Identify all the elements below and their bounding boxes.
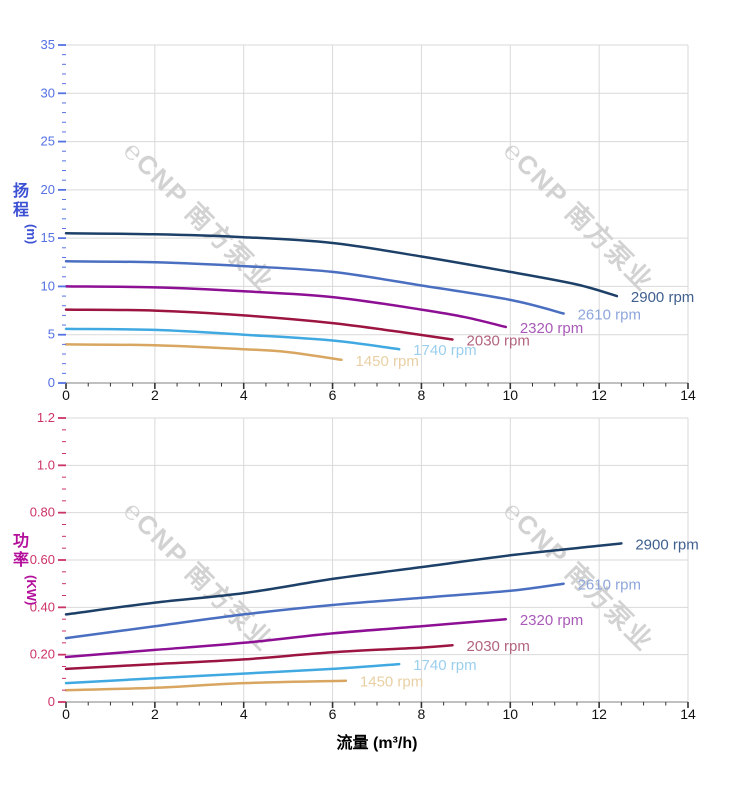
x-tick-label: 2 bbox=[151, 387, 159, 403]
y-tick-label: 0.40 bbox=[30, 599, 55, 614]
x-tick-label: 8 bbox=[418, 387, 426, 403]
y-tick-label: 10 bbox=[41, 278, 55, 293]
x-tick-label: 6 bbox=[329, 706, 337, 722]
y-tick-label: 35 bbox=[41, 37, 55, 52]
curve-1450-rpm-head-chart bbox=[64, 343, 343, 362]
y-axis-title-power-chart: 功 bbox=[13, 532, 29, 550]
curve-label-1740-rpm-head-chart: 1740 rpm bbox=[413, 342, 476, 359]
x-tick-label: 0 bbox=[62, 706, 70, 722]
x-tick-label: 14 bbox=[680, 706, 696, 722]
y-axis-unit-power-chart: (KW) bbox=[24, 575, 39, 605]
x-tick-label: 10 bbox=[502, 706, 518, 722]
y-axis-title-head-chart: 扬 bbox=[13, 181, 29, 200]
x-tick-label: 10 bbox=[502, 387, 518, 403]
curve-label-2900-rpm-head-chart: 2900 rpm bbox=[631, 289, 694, 306]
x-axis-title: 流量 (m³/h) bbox=[337, 733, 418, 752]
y-tick-label: 0 bbox=[48, 694, 55, 709]
curve-label-2900-rpm-power-chart: 2900 rpm bbox=[635, 536, 698, 553]
curve-label-2610-rpm-head-chart: 2610 rpm bbox=[578, 306, 641, 323]
y-tick-label: 0.60 bbox=[30, 552, 55, 567]
y-axis-title-head-chart: 程 bbox=[13, 201, 29, 219]
x-tick-label: 0 bbox=[62, 387, 70, 403]
y-axis-title-power-chart: 率 bbox=[13, 550, 29, 569]
curve-label-1450-rpm-power-chart: 1450 rpm bbox=[360, 674, 423, 691]
curve-2030-rpm-head-chart bbox=[64, 308, 454, 341]
curve-label-1450-rpm-head-chart: 1450 rpm bbox=[355, 353, 418, 370]
curve-2900-rpm-head-chart bbox=[64, 232, 619, 298]
y-tick-label: 0.80 bbox=[30, 505, 55, 520]
x-tick-label: 8 bbox=[418, 706, 426, 722]
curve-2320-rpm-power-chart bbox=[64, 617, 508, 659]
curve-1740-rpm-head-chart bbox=[64, 327, 401, 351]
y-tick-label: 5 bbox=[48, 327, 55, 342]
x-tick-label: 14 bbox=[680, 387, 696, 403]
curve-label-2320-rpm-power-chart: 2320 rpm bbox=[520, 612, 583, 629]
curve-2610-rpm-head-chart bbox=[64, 260, 565, 315]
y-tick-label: 0 bbox=[48, 375, 55, 390]
y-tick-label: 15 bbox=[41, 230, 55, 245]
x-tick-label: 12 bbox=[591, 387, 607, 403]
y-axis-unit-head-chart: (m) bbox=[24, 224, 39, 244]
y-tick-label: 0.20 bbox=[30, 647, 55, 662]
x-tick-label: 4 bbox=[240, 706, 248, 722]
x-tick-label: 4 bbox=[240, 387, 248, 403]
curve-1450-rpm-power-chart bbox=[64, 679, 348, 692]
y-tick-label: 20 bbox=[41, 182, 55, 197]
curve-label-1740-rpm-power-chart: 1740 rpm bbox=[413, 657, 476, 674]
curve-2320-rpm-head-chart bbox=[64, 285, 508, 329]
curve-label-2610-rpm-power-chart: 2610 rpm bbox=[578, 577, 641, 594]
y-tick-label: 1.2 bbox=[37, 410, 55, 425]
y-tick-label: 30 bbox=[41, 85, 55, 100]
curve-label-2030-rpm-head-chart: 2030 rpm bbox=[467, 333, 530, 350]
x-tick-label: 6 bbox=[329, 387, 337, 403]
x-tick-label: 2 bbox=[151, 706, 159, 722]
curve-1740-rpm-power-chart bbox=[64, 662, 401, 685]
x-tick-label: 12 bbox=[591, 706, 607, 722]
y-tick-label: 25 bbox=[41, 134, 55, 149]
curve-2900-rpm-power-chart bbox=[64, 542, 623, 616]
y-tick-label: 1.0 bbox=[37, 457, 55, 472]
curve-label-2320-rpm-head-chart: 2320 rpm bbox=[520, 320, 583, 337]
curve-label-2030-rpm-power-chart: 2030 rpm bbox=[467, 638, 530, 655]
curve-2610-rpm-power-chart bbox=[64, 582, 565, 640]
curve-2030-rpm-power-chart bbox=[64, 643, 454, 671]
